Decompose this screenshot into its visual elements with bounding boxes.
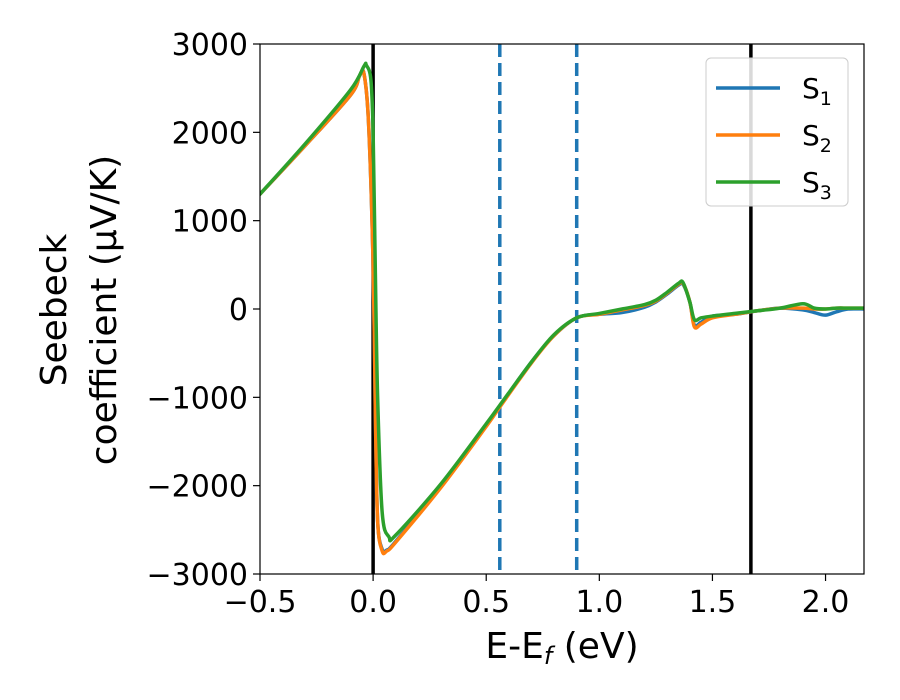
y-axis: −3000 −2000 −1000 0 1000 2000 3000 (147, 28, 260, 593)
legend-box (705, 57, 849, 207)
x-tick-label: 1.0 (575, 585, 623, 620)
y-axis-title-line2: coefficient (μV/K) (84, 155, 125, 465)
series-line-s3 (260, 61, 864, 543)
y-tick-label: 2000 (172, 116, 248, 151)
legend-label-s3: S3 (802, 166, 832, 204)
x-tick-label: 0.0 (349, 585, 397, 620)
y-tick-label: 1000 (172, 205, 248, 240)
x-tick-label: 2.0 (802, 585, 850, 620)
y-axis-title-line1: Seebeck (34, 233, 75, 386)
x-tick-label: 1.5 (689, 585, 737, 620)
x-axis-title-unit: (eV) (552, 626, 638, 667)
y-tick-label: 0 (229, 293, 248, 328)
x-axis-title-main: E-E (485, 626, 543, 667)
legend-label-s2: S2 (802, 119, 832, 157)
y-tick-label: 3000 (172, 28, 248, 63)
legend: S1 S2 S3 (705, 57, 849, 207)
x-axis: −0.5 0.0 0.5 1.0 1.5 2.0 (224, 574, 850, 620)
y-tick-label: −1000 (147, 381, 248, 416)
legend-label-s1: S1 (802, 72, 832, 110)
x-axis-title: E-Ef (eV) (485, 626, 638, 670)
x-tick-label: 0.5 (462, 585, 510, 620)
x-tick-label: −0.5 (224, 585, 297, 620)
y-tick-label: −2000 (147, 470, 248, 505)
y-tick-label: −3000 (147, 558, 248, 593)
